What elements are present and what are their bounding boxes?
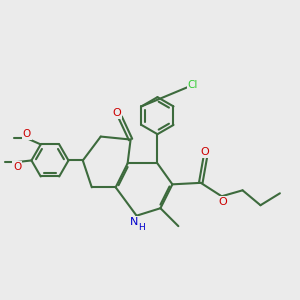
Text: O: O [200,147,209,157]
Text: N: N [130,217,138,227]
Text: O: O [113,108,122,118]
Text: H: H [139,223,145,232]
Text: O: O [22,129,31,139]
Text: O: O [218,197,226,207]
Text: O: O [13,162,22,172]
Text: Cl: Cl [188,80,198,90]
